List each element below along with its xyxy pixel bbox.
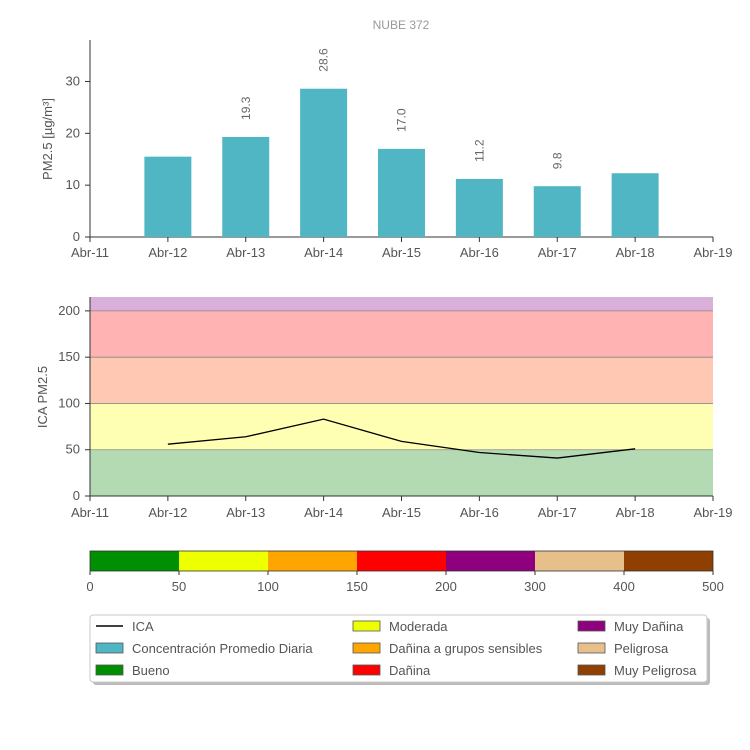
pm25-y-axis-label: PM2.5 [µg/m³] [40,98,55,180]
ica-x-tick-label: Abr-16 [460,505,499,520]
ica-band [90,449,713,496]
pm25-data-label: 19.3 [239,96,253,120]
scale-tick-label: 400 [613,579,635,594]
ica-y-axis-label: ICA PM2.5 [35,366,50,428]
pm25-data-label: 17.0 [395,108,409,132]
scale-segment [624,551,713,571]
legend-label: Muy Peligrosa [614,663,697,678]
ica-band [90,357,713,404]
legend-label: Concentración Promedio Diaria [132,641,313,656]
ica-y-tick-label: 200 [58,303,80,318]
legend-label: Bueno [132,663,170,678]
scale-tick-label: 100 [257,579,279,594]
pm25-x-tick-label: Abr-19 [693,245,732,260]
ica-x-tick-label: Abr-17 [538,505,577,520]
pm25-x-tick-label: Abr-11 [71,245,109,260]
pm25-bar-chart: 0 10 20 30 Abr-11 Abr-12 Abr-13 Abr-14 Abr-15 Abr… [66,40,733,260]
ica-y-tick-label: 0 [73,488,80,503]
ica-x-tick-label: Abr-13 [226,505,265,520]
legend-label: Muy Dañina [614,619,684,634]
ica-band [90,297,713,311]
ica-x-tick-label: Abr-15 [382,505,421,520]
pm25-bar [144,156,192,237]
pm25-bar [533,186,581,237]
ica-color-scale: 0 50 100 150 200 300 400 500 [86,550,724,594]
legend-swatch [577,620,606,632]
legend-label: Peligrosa [614,641,669,656]
pm25-x-tick-label: Abr-15 [382,245,421,260]
pm25-x-tick-label: Abr-18 [616,245,655,260]
pm25-x-tick-label: Abr-13 [226,245,265,260]
legend-swatch [352,620,381,632]
pm25-bar [611,173,659,237]
pm25-y-tick-label: 0 [73,229,80,244]
pm25-bar [300,88,348,237]
legend-frame [89,614,708,683]
scale-tick-label: 50 [172,579,186,594]
ica-band [90,310,713,358]
ica-x-tick-label: Abr-14 [304,505,343,520]
ica-y-tick-label: 150 [58,349,80,364]
legend-swatch [577,664,606,676]
scale-tick-label: 0 [86,579,93,594]
pm25-x-tick-label: Abr-12 [148,245,187,260]
legend-swatch [577,642,606,654]
legend-swatch [95,642,124,654]
scale-segment [446,551,535,571]
pm25-bar [222,136,270,237]
ica-line-chart: 0 50 100 150 200 Abr-11 Abr-12 Abr-13 Abr-14 Abr-… [58,297,733,520]
pm25-y-tick-label: 20 [66,125,80,140]
chart-title: NUBE 372 [373,18,430,32]
scale-tick-label: 150 [346,579,368,594]
legend: ICA Concentración Promedio Diaria Bueno Mod… [89,614,710,685]
ica-x-tick-label: Abr-19 [693,505,732,520]
ica-x-tick-label: Abr-18 [616,505,655,520]
pm25-data-label: 9.8 [550,152,564,169]
ica-line [167,418,636,459]
scale-segment [535,551,624,571]
pm25-x-tick-label: Abr-17 [538,245,577,260]
legend-swatch [352,664,381,676]
scale-segment [90,551,179,571]
pm25-x-tick-label: Abr-16 [460,245,499,260]
pm25-bar [455,178,503,237]
scale-tick-label: 300 [524,579,546,594]
ica-x-tick-label: Abr-12 [148,505,187,520]
scale-frame [89,550,714,572]
scale-segment [357,551,446,571]
legend-label: Dañina [389,663,431,678]
pm25-y-tick-label: 30 [66,73,80,88]
scale-tick-label: 500 [702,579,724,594]
legend-label: Dañina a grupos sensibles [389,641,543,656]
pm25-x-tick-label: Abr-14 [304,245,343,260]
ica-y-tick-label: 100 [58,395,80,410]
scale-segment [268,551,357,571]
scale-tick-label: 200 [435,579,457,594]
legend-label: ICA [132,619,154,634]
pm25-data-label: 11.2 [472,139,486,162]
pm25-y-tick-label: 10 [66,177,80,192]
ica-x-tick-label: Abr-11 [71,505,109,520]
scale-segment [179,551,268,571]
legend-swatch [95,664,124,676]
ica-y-tick-label: 50 [66,442,80,457]
legend-swatch [352,642,381,654]
pm25-bar [378,148,425,237]
legend-label: Moderada [389,619,448,634]
pm25-data-label: 28.6 [317,48,331,72]
